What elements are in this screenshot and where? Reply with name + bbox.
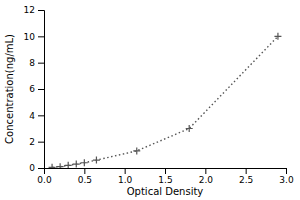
y-axis-line bbox=[38, 11, 45, 169]
x-axis-tick: 1.5 bbox=[158, 168, 172, 185]
point bbox=[57, 163, 64, 168]
y-axis-tick-mark bbox=[38, 10, 44, 11]
y-axis-tick: 10 bbox=[24, 32, 44, 42]
x-axis-tick-mark bbox=[125, 168, 126, 174]
y-axis-tick-mark bbox=[38, 115, 44, 116]
y-axis: 0 2 4 6 8 10 12 bbox=[24, 5, 45, 173]
y-axis-tick-label: 6 bbox=[29, 84, 35, 94]
x-axis-tick-label: 0.5 bbox=[78, 175, 92, 185]
y-axis-tick: 4 bbox=[29, 111, 44, 121]
y-axis-tick-mark bbox=[38, 36, 44, 37]
x-axis-tick-mark bbox=[205, 168, 206, 174]
y-axis-tick-label: 4 bbox=[29, 111, 35, 121]
point bbox=[49, 164, 56, 168]
x-axis-tick: 2.5 bbox=[239, 168, 253, 185]
x-axis-tick-label: 3.0 bbox=[279, 175, 294, 185]
x-axis-tick-label: 2.0 bbox=[199, 175, 214, 185]
x-axis-tick: 1.0 bbox=[118, 168, 133, 185]
x-axis-tick-mark bbox=[165, 168, 166, 174]
x-axis-line bbox=[45, 169, 287, 175]
y-axis-tick-mark bbox=[38, 89, 44, 90]
x-axis-tick: 2.0 bbox=[199, 168, 214, 185]
y-axis-tick: 0 bbox=[29, 163, 44, 173]
point bbox=[186, 125, 193, 132]
x-axis-tick: 3.0 bbox=[279, 168, 294, 185]
x-axis-tick-mark bbox=[84, 168, 85, 174]
point bbox=[73, 161, 80, 168]
x-axis-tick-label: 1.0 bbox=[118, 175, 133, 185]
y-axis-tick-mark bbox=[38, 168, 44, 169]
x-axis-tick: 0.5 bbox=[78, 168, 92, 185]
point bbox=[274, 33, 281, 40]
x-axis-tick-label: 1.5 bbox=[158, 175, 172, 185]
x-axis-tick: 0.0 bbox=[37, 168, 52, 185]
y-axis-tick: 2 bbox=[29, 137, 44, 147]
y-axis-tick: 12 bbox=[24, 5, 44, 15]
y-axis-title: Concentration(ng/mL) bbox=[4, 34, 15, 144]
line bbox=[52, 36, 278, 167]
x-axis-tick-label: 2.5 bbox=[239, 175, 253, 185]
y-axis-tick-label: 12 bbox=[24, 5, 35, 15]
y-axis-tick-label: 0 bbox=[29, 163, 35, 173]
point bbox=[65, 162, 72, 168]
y-axis-tick-mark bbox=[38, 142, 44, 143]
x-axis: 0.0 0.5 1.0 1.5 2.0 2.5 3.0 bbox=[37, 168, 294, 185]
y-axis-tick: 6 bbox=[29, 84, 44, 94]
x-axis-title: Optical Density bbox=[127, 186, 204, 197]
y-axis-tick: 8 bbox=[29, 58, 44, 68]
y-axis-tick-label: 10 bbox=[24, 32, 36, 42]
point bbox=[93, 157, 100, 164]
chart: 0.0 0.5 1.0 1.5 2.0 2.5 3.0 0 2 4 6 8 10 12 Optical De… bbox=[0, 0, 300, 200]
x-axis-tick-mark bbox=[286, 168, 287, 174]
y-axis-tick-mark bbox=[38, 63, 44, 64]
point bbox=[81, 159, 88, 166]
y-axis-tick-label: 2 bbox=[29, 137, 35, 147]
marks bbox=[49, 33, 282, 168]
y-axis-tick-label: 8 bbox=[29, 58, 35, 68]
x-axis-tick-mark bbox=[246, 168, 247, 174]
point bbox=[133, 147, 140, 154]
plot: 0.0 0.5 1.0 1.5 2.0 2.5 3.0 0 2 4 6 8 10 12 Optical De… bbox=[4, 5, 294, 197]
x-axis-tick-label: 0.0 bbox=[37, 175, 52, 185]
